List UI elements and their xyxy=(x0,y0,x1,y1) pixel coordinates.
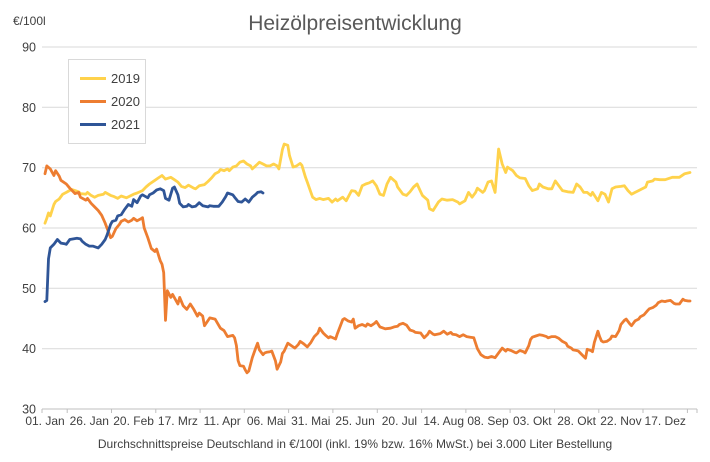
y-tick-label: 40 xyxy=(22,342,36,356)
legend-line-swatch-2019 xyxy=(80,77,106,80)
x-tick-label: 17. Mrz xyxy=(158,414,198,428)
y-tick-label: 80 xyxy=(22,101,36,115)
legend-label-2021: 2021 xyxy=(111,117,140,132)
y-tick-label: 70 xyxy=(22,161,36,175)
x-tick-label: 22. Nov xyxy=(600,414,641,428)
legend-line-swatch-2020 xyxy=(80,100,106,103)
y-axis-unit-label: €/100l xyxy=(13,14,46,28)
x-tick-label: 28. Okt xyxy=(557,414,596,428)
x-tick-label: 26. Jan xyxy=(70,414,109,428)
legend-label-2019: 2019 xyxy=(111,71,140,86)
x-tick-label: 20. Feb xyxy=(113,414,154,428)
series-line-2021 xyxy=(43,185,265,304)
series-line-2019 xyxy=(43,142,692,225)
legend: 2019 2020 2021 xyxy=(68,59,146,144)
legend-item-2019: 2019 xyxy=(80,67,145,90)
legend-item-2020: 2020 xyxy=(80,90,145,113)
x-tick-label: 31. Mai xyxy=(291,414,330,428)
x-tick-label: 03. Okt xyxy=(513,414,552,428)
x-tick-label: 06. Mai xyxy=(247,414,286,428)
x-tick-label: 25. Jun xyxy=(335,414,374,428)
chart-title: Heizölpreisentwicklung xyxy=(248,12,462,35)
x-tick-label: 14. Aug xyxy=(423,414,464,428)
legend-label-2020: 2020 xyxy=(111,94,140,109)
chart-caption: Durchschnittspreise Deutschland in €/100… xyxy=(97,437,613,451)
legend-item-2021: 2021 xyxy=(80,113,145,136)
y-tick-label: 90 xyxy=(22,41,36,55)
x-tick-label: 01. Jan xyxy=(25,414,64,428)
y-tick-label: 30 xyxy=(22,403,36,417)
x-tick-label: 11. Apr xyxy=(204,414,241,428)
legend-line-swatch-2021 xyxy=(80,123,106,126)
x-tick-label: 20. Jul xyxy=(382,414,417,428)
y-tick-label: 60 xyxy=(22,222,36,236)
x-tick-label: 08. Sep xyxy=(467,414,509,428)
x-tick-label: 17. Dez xyxy=(645,414,686,428)
series-line-2020 xyxy=(43,164,692,375)
y-tick-label: 50 xyxy=(22,282,36,296)
